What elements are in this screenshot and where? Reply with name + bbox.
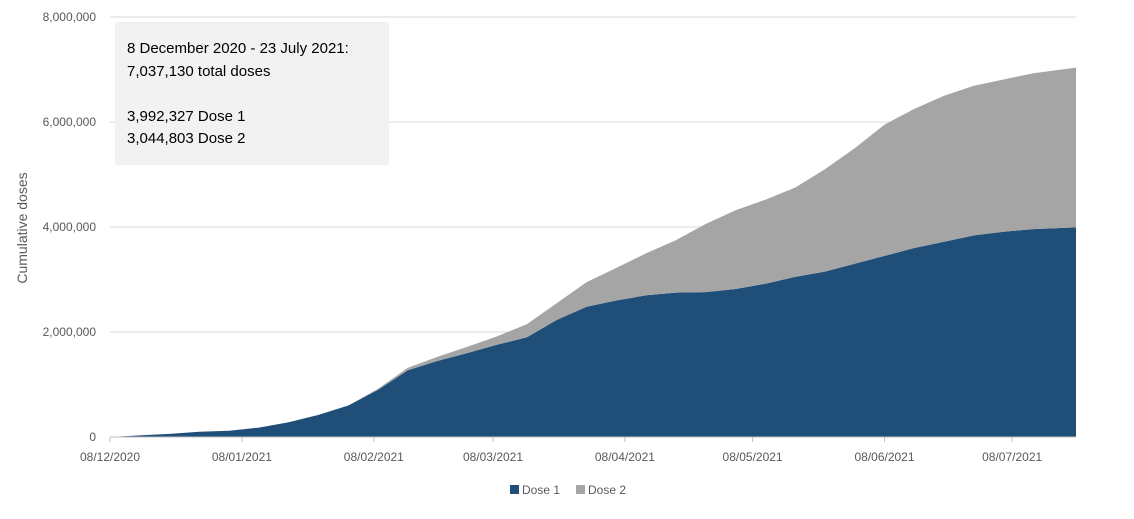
annotation-box bbox=[115, 22, 389, 165]
x-tick-labels: 08/12/2020 08/01/2021 08/02/2021 08/03/2021… bbox=[80, 450, 1043, 464]
legend-label-dose2: Dose 2 bbox=[588, 483, 626, 497]
axes bbox=[109, 436, 1076, 442]
area-series-dose-1 bbox=[110, 227, 1076, 437]
legend: Dose 1 Dose 2 bbox=[510, 483, 626, 497]
annotation-date-range: 8 December 2020 - 23 July 2021: bbox=[127, 40, 349, 57]
annotation-dose1: 3,992,327 Dose 1 bbox=[127, 108, 245, 125]
legend-swatch-dose2 bbox=[576, 485, 585, 494]
legend-label-dose1: Dose 1 bbox=[522, 483, 560, 497]
y-tick-labels: 0 2,000,000 4,000,000 6,000,000 8,000,000 bbox=[43, 10, 97, 444]
y-tick-label-1: 2,000,000 bbox=[43, 325, 97, 339]
annotation-total-doses: 7,037,130 total doses bbox=[127, 63, 270, 80]
y-tick-label-3: 6,000,000 bbox=[43, 115, 97, 129]
stacked-areas bbox=[110, 67, 1076, 437]
y-axis-title: Cumulative doses bbox=[14, 172, 30, 283]
x-tick-label-1: 08/01/2021 bbox=[212, 450, 272, 464]
x-tick-label-3: 08/03/2021 bbox=[463, 450, 523, 464]
legend-swatch-dose1 bbox=[510, 485, 519, 494]
y-tick-label-2: 4,000,000 bbox=[43, 220, 97, 234]
x-tick-label-2: 08/02/2021 bbox=[344, 450, 404, 464]
x-tick-label-6: 08/06/2021 bbox=[854, 450, 914, 464]
summary-annotation: 8 December 2020 - 23 July 2021: 7,037,13… bbox=[115, 22, 389, 165]
x-tick-label-4: 08/04/2021 bbox=[595, 450, 655, 464]
x-tick-label-0: 08/12/2020 bbox=[80, 450, 140, 464]
y-tick-label-4: 8,000,000 bbox=[43, 10, 97, 24]
annotation-dose2: 3,044,803 Dose 2 bbox=[127, 130, 245, 147]
y-tick-label-0: 0 bbox=[89, 430, 96, 444]
area-series-dose-2 bbox=[110, 67, 1076, 437]
x-tick-label-5: 08/05/2021 bbox=[723, 450, 783, 464]
x-tick-label-7: 08/07/2021 bbox=[982, 450, 1042, 464]
